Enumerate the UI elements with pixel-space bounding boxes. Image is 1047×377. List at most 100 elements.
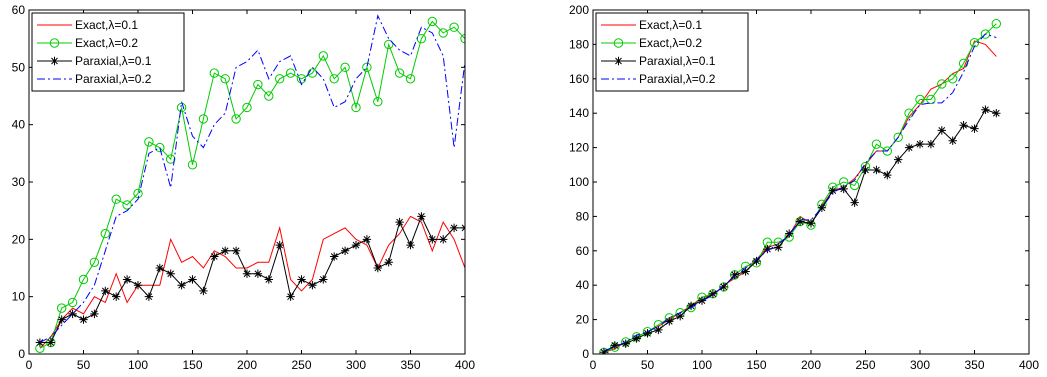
x-tick-label: 0 [590,358,597,372]
data-point [697,296,707,305]
legend-entry: Paraxial,λ=0.1 [601,54,716,68]
data-point [297,275,306,284]
data-point [449,223,459,233]
data-point [264,91,274,101]
data-point [915,94,925,105]
data-point [57,303,67,313]
data-point [958,58,969,69]
data-point [46,338,55,347]
data-point [992,109,1001,118]
data-point [384,258,393,267]
data-point [904,143,914,152]
data-point [741,267,750,276]
legend-label: Paraxial,λ=0.2 [639,72,716,86]
legend-label: Exact,λ=0.2 [75,36,138,50]
data-point [926,94,936,105]
data-point [210,252,219,261]
data-point [861,165,870,175]
data-point [417,212,426,221]
data-point [849,180,860,191]
data-point [817,203,827,212]
data-point [285,68,296,78]
legend-entry: Exact,λ=0.1 [601,18,702,32]
data-point [330,252,339,261]
data-point [275,240,284,250]
data-point [275,74,285,84]
data-point [926,139,936,149]
x-tick-label: 0 [26,358,33,372]
x-tick-label: 250 [855,358,875,372]
y-tick-label: 80 [576,209,590,223]
data-point [122,275,132,284]
data-point [177,281,186,290]
data-point [100,228,111,239]
chart-left: 0 50 100 150 200 250 300 350 400 0 10 20 30 40 50 60 Exa… [12,3,476,372]
data-point [806,219,816,228]
y-tick-label: 0 [582,347,589,361]
data-point [133,281,143,290]
y-tick-label: 50 [12,60,26,74]
data-point [209,68,220,78]
data-point [253,79,263,90]
data-point [970,124,979,133]
legend-label: Exact,λ=0.2 [639,36,702,50]
legend-label: Paraxial,λ=0.1 [639,54,716,68]
y-tick-label: 30 [12,175,26,189]
y-tick-label: 160 [569,72,589,86]
data-point [872,165,881,175]
data-point [904,108,914,118]
data-point [90,309,99,319]
data-point [79,315,88,324]
x-tick-label: 350 [400,358,420,372]
data-point [308,281,317,290]
data-point [785,229,794,238]
x-tick-label: 200 [801,358,821,372]
x-tick-label: 400 [455,358,475,372]
y-tick-label: 60 [12,3,26,17]
data-point [708,289,718,298]
data-point [980,29,991,39]
data-point [449,22,459,32]
data-point [959,121,968,130]
legend: Exact,λ=0.1 Exact,λ=0.2 Paraxial,λ=0.1 Para… [31,12,185,92]
data-point [112,292,121,301]
data-point [351,240,361,250]
data-point [242,269,252,278]
y-tick-label: 20 [576,313,590,327]
data-point [428,235,437,244]
y-tick-label: 140 [569,106,589,120]
series-line-3 [39,14,465,343]
data-point [199,286,208,296]
x-tick-label: 50 [77,358,91,372]
legend-marker [614,56,623,66]
data-point [111,194,121,204]
data-point [427,16,437,27]
x-tick-label: 350 [964,358,984,372]
x-tick-label: 200 [237,358,257,372]
data-point [351,102,361,113]
x-tick-label: 50 [641,358,655,372]
data-point [405,74,416,84]
legend-entry: Paraxial,λ=0.1 [37,54,152,68]
data-point [122,200,132,210]
series-group [35,14,465,353]
data-point [384,39,394,50]
data-point [340,62,350,73]
data-point [89,257,100,267]
x-tick-label: 150 [746,358,766,372]
data-point [78,274,89,285]
data-point [730,270,739,280]
data-point [439,235,448,244]
data-point [894,155,903,164]
data-point [67,297,78,308]
data-point [937,79,947,89]
x-tick-label: 400 [1019,358,1039,372]
data-point [394,68,405,78]
data-point [752,256,761,266]
data-point [319,275,328,284]
legend-entry: Exact,λ=0.2 [37,36,138,50]
legend-label: Exact,λ=0.1 [639,18,702,32]
data-point [318,51,328,61]
data-point [166,269,175,278]
data-point [373,263,382,273]
